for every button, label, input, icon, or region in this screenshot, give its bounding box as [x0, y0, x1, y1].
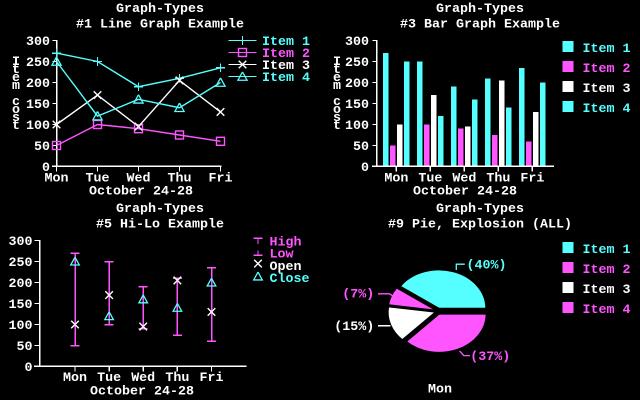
svg-text:Open: Open: [270, 260, 302, 275]
svg-text:Graph-Types: Graph-Types: [436, 202, 524, 217]
svg-text:Item 2: Item 2: [262, 47, 310, 62]
svg-text:c: c: [333, 95, 341, 110]
svg-text:t: t: [333, 119, 341, 134]
svg-text:250: 250: [26, 56, 50, 71]
svg-text:s: s: [12, 111, 20, 126]
svg-text:50: 50: [17, 340, 33, 355]
svg-text:m: m: [12, 79, 20, 94]
svg-text:Mon: Mon: [45, 171, 69, 186]
svg-text:t: t: [12, 119, 20, 134]
svg-text:150: 150: [9, 298, 33, 313]
svg-text:t: t: [333, 63, 341, 78]
svg-text:Graph-Types: Graph-Types: [436, 2, 524, 17]
svg-text:250: 250: [9, 256, 33, 271]
svg-text:Close: Close: [270, 272, 310, 287]
svg-text:150: 150: [345, 98, 369, 113]
svg-text:0: 0: [42, 161, 50, 176]
svg-text:300: 300: [26, 35, 50, 50]
svg-text:(15%): (15%): [334, 320, 374, 335]
svg-text:Wed: Wed: [131, 371, 155, 386]
svg-text:(37%): (37%): [470, 350, 510, 365]
svg-text:(7%): (7%): [342, 287, 374, 302]
svg-text:250: 250: [345, 56, 369, 71]
svg-text:October 24-28: October 24-28: [90, 384, 194, 399]
svg-text:Fri: Fri: [209, 171, 233, 186]
svg-text:200: 200: [345, 77, 369, 92]
svg-text:I: I: [333, 55, 341, 70]
svg-text:200: 200: [26, 77, 50, 92]
svg-text:o: o: [333, 103, 341, 118]
svg-text:Item 4: Item 4: [262, 71, 310, 86]
svg-text:#5 Hi-Lo Example: #5 Hi-Lo Example: [96, 218, 224, 233]
svg-text:Item 3: Item 3: [583, 283, 631, 298]
svg-text:300: 300: [9, 235, 33, 250]
svg-text:Thu: Thu: [168, 171, 192, 186]
svg-text:October 24-28: October 24-28: [89, 185, 193, 200]
svg-text:m: m: [333, 79, 341, 94]
svg-text:#1 Line Graph Example: #1 Line Graph Example: [76, 18, 244, 33]
svg-text:Item 2: Item 2: [583, 62, 631, 77]
svg-text:High: High: [270, 236, 302, 251]
svg-text:150: 150: [26, 98, 50, 113]
svg-text:Item 4: Item 4: [583, 303, 631, 318]
svg-text:Fri: Fri: [200, 371, 224, 386]
svg-text:Thu: Thu: [165, 371, 189, 386]
svg-text:Graph-Types: Graph-Types: [116, 2, 204, 17]
svg-text:I: I: [12, 55, 20, 70]
svg-text:Tue: Tue: [418, 171, 442, 186]
svg-text:Fri: Fri: [520, 171, 544, 186]
svg-text:100: 100: [26, 119, 50, 134]
svg-text:0: 0: [25, 361, 33, 376]
svg-text:100: 100: [9, 319, 33, 334]
svg-text:Mon: Mon: [384, 171, 408, 186]
svg-text:Low: Low: [270, 248, 294, 263]
svg-text:50: 50: [353, 140, 369, 155]
svg-text:Tue: Tue: [86, 171, 110, 186]
svg-text:Wed: Wed: [127, 171, 151, 186]
svg-text:e: e: [12, 71, 20, 86]
svg-text:200: 200: [9, 277, 33, 292]
svg-text:Item 2: Item 2: [583, 263, 631, 278]
svg-text:Item 1: Item 1: [583, 42, 631, 57]
svg-text:Graph-Types: Graph-Types: [116, 202, 204, 217]
svg-text:(40%): (40%): [467, 258, 507, 273]
svg-text:Wed: Wed: [452, 171, 476, 186]
svg-text:Item 3: Item 3: [262, 59, 310, 74]
svg-text:s: s: [333, 111, 341, 126]
svg-text:Thu: Thu: [486, 171, 510, 186]
svg-text:t: t: [12, 63, 20, 78]
svg-text:#9 Pie, Explosion (ALL): #9 Pie, Explosion (ALL): [388, 218, 572, 233]
svg-text:Mon: Mon: [428, 383, 452, 398]
svg-text:c: c: [12, 95, 20, 110]
svg-text:October 24-28: October 24-28: [413, 185, 517, 200]
svg-text:Mon: Mon: [63, 371, 87, 386]
svg-text:Tue: Tue: [97, 371, 121, 386]
svg-text:e: e: [333, 71, 341, 86]
svg-text:Item 1: Item 1: [262, 35, 310, 50]
svg-text:#3 Bar Graph Example: #3 Bar Graph Example: [400, 18, 560, 33]
svg-text:0: 0: [361, 161, 369, 176]
svg-text:Item 1: Item 1: [583, 243, 631, 258]
svg-text:300: 300: [345, 35, 369, 50]
svg-text:o: o: [12, 103, 20, 118]
svg-text:50: 50: [34, 140, 50, 155]
svg-text:Item 4: Item 4: [583, 102, 631, 117]
svg-text:100: 100: [345, 119, 369, 134]
svg-text:Item 3: Item 3: [583, 82, 631, 97]
